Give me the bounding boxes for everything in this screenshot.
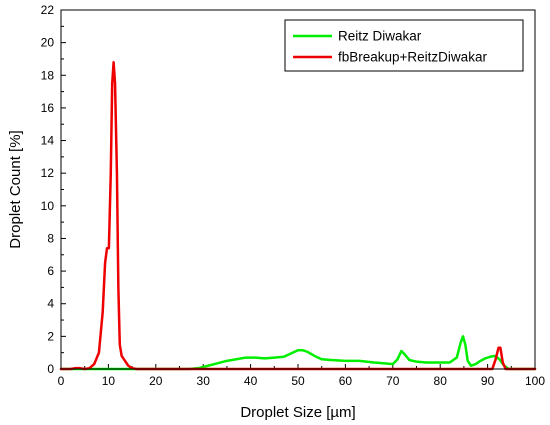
x-tick-label: 100 — [525, 374, 545, 388]
x-tick-label: 20 — [149, 374, 163, 388]
y-tick-label: 12 — [41, 166, 55, 180]
legend: Reitz Diwakar fbBreakup+ReitzDiwakar — [284, 19, 524, 72]
y-axis-label: Droplet Count [%] — [7, 130, 24, 248]
x-tick-label: 60 — [339, 374, 353, 388]
x-tick-label: 50 — [291, 374, 305, 388]
y-tick-label: 20 — [41, 36, 55, 50]
x-tick-label: 0 — [58, 374, 65, 388]
y-tick-label: 10 — [41, 199, 55, 213]
plot-frame — [60, 9, 536, 370]
y-tick-label: 2 — [47, 329, 54, 343]
series-layer — [59, 60, 537, 371]
x-tick-label: 40 — [244, 374, 258, 388]
x-axis-label: Droplet Size [µm] — [240, 404, 355, 421]
y-tick-label: 18 — [41, 68, 55, 82]
y-tick-label: 8 — [47, 231, 54, 245]
legend-label-reitz-diwakar: Reitz Diwakar — [338, 29, 422, 44]
x-tick-label: 30 — [197, 374, 211, 388]
legend-label-fbbreakup-reitzdiwakar: fbBreakup+ReitzDiwakar — [338, 50, 487, 65]
y-tick-label: 22 — [41, 3, 55, 17]
legend-box — [284, 19, 524, 72]
x-tick-label: 80 — [434, 374, 448, 388]
y-tick-label: 16 — [41, 101, 55, 115]
x-tick-label: 90 — [481, 374, 495, 388]
y-tick-label: 4 — [47, 297, 54, 311]
y-tick-label: 0 — [47, 362, 54, 376]
y-axis-ticks: 0 2 4 6 8 10 12 14 16 18 20 22 — [41, 3, 66, 376]
series-line-fbbreakup-reitzdiwakar — [59, 60, 537, 371]
y-tick-label: 6 — [47, 264, 54, 278]
x-tick-label: 10 — [102, 374, 116, 388]
y-tick-label: 14 — [41, 134, 55, 148]
x-tick-label: 70 — [386, 374, 400, 388]
series-line-reitz-diwakar — [59, 335, 537, 371]
